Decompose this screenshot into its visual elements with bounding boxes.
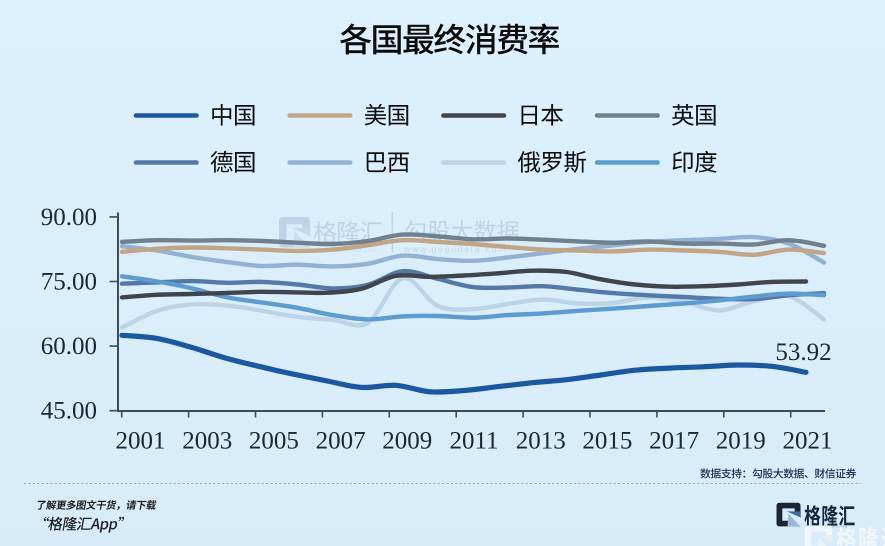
svg-text:www.gogudata.com: www.gogudata.com [403, 244, 507, 254]
svg-text:2011: 2011 [449, 427, 498, 454]
svg-text:2017: 2017 [649, 427, 699, 454]
svg-text:2005: 2005 [249, 427, 299, 454]
svg-text:75.00: 75.00 [41, 268, 97, 295]
svg-text:2001: 2001 [116, 427, 166, 454]
svg-text:60.00: 60.00 [41, 333, 97, 360]
svg-text:2003: 2003 [182, 427, 232, 454]
svg-text:2007: 2007 [316, 427, 366, 454]
svg-text:2013: 2013 [516, 427, 566, 454]
svg-text:2015: 2015 [582, 427, 632, 454]
svg-text:2019: 2019 [716, 427, 766, 454]
svg-text:53.92: 53.92 [775, 339, 831, 366]
svg-text:2021: 2021 [783, 427, 833, 454]
svg-text:45.00: 45.00 [41, 398, 97, 425]
svg-text:2009: 2009 [382, 427, 432, 454]
svg-text:90.00: 90.00 [41, 204, 97, 231]
